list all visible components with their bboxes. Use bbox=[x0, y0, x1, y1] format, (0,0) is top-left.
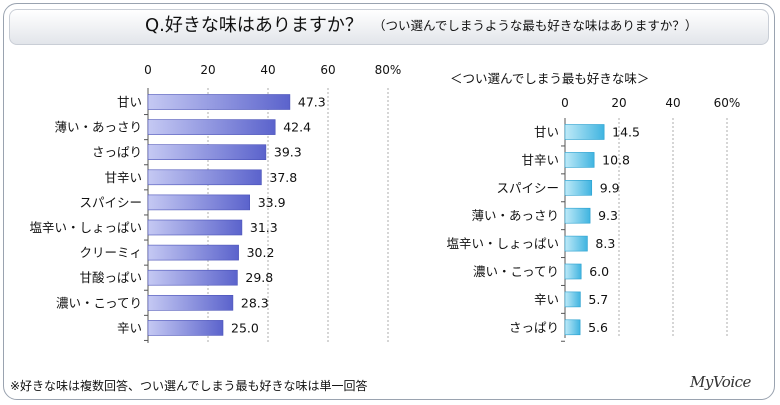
x-tick-label: 0 bbox=[561, 96, 569, 110]
data-label: 28.3 bbox=[241, 295, 269, 310]
question-title: Q.好きな味はありますか？ bbox=[145, 15, 363, 36]
bar bbox=[147, 194, 250, 211]
category-label: 甘い bbox=[534, 125, 559, 140]
bar bbox=[564, 263, 582, 280]
bar bbox=[147, 144, 267, 160]
category-label: 甘辛い bbox=[521, 152, 559, 167]
category-label: 辛い bbox=[534, 292, 559, 307]
bar bbox=[564, 291, 581, 308]
data-label: 37.8 bbox=[269, 170, 297, 185]
data-label: 30.2 bbox=[247, 245, 275, 260]
data-label: 6.0 bbox=[589, 264, 609, 279]
category-label: スパイシー bbox=[496, 180, 559, 195]
data-label: 9.3 bbox=[598, 208, 618, 223]
bar bbox=[147, 269, 238, 286]
data-label: 31.3 bbox=[250, 220, 278, 235]
bar bbox=[147, 94, 291, 110]
brand-logo: MyVoice bbox=[690, 373, 751, 391]
bar bbox=[564, 207, 591, 224]
category-label: 塩辛い・しょっぱい bbox=[446, 236, 559, 251]
x-tick-label: 0 bbox=[144, 63, 152, 77]
footnote: ※好きな味は複数回答、つい選んでしまう最も好きな味は単一回答 bbox=[10, 379, 368, 393]
data-label: 47.3 bbox=[298, 95, 326, 110]
chart-title: ＜つい選んでしまう最も好きな味＞ bbox=[450, 71, 649, 86]
data-label: 14.5 bbox=[612, 125, 640, 140]
category-label: 濃い・こってり bbox=[473, 264, 559, 279]
data-label: 5.7 bbox=[588, 292, 608, 307]
x-tick-label: 40 bbox=[260, 63, 275, 77]
data-label: 9.9 bbox=[600, 180, 620, 195]
data-label: 42.4 bbox=[283, 120, 311, 135]
category-label: 塩辛い・しょっぱい bbox=[29, 220, 142, 235]
category-label: さっぱり bbox=[92, 145, 142, 160]
bar bbox=[147, 169, 262, 186]
data-label: 25.0 bbox=[231, 320, 259, 335]
data-label: 5.6 bbox=[588, 320, 608, 335]
chart-frame bbox=[3, 3, 775, 400]
bar bbox=[564, 180, 593, 196]
category-label: 濃い・こってり bbox=[56, 295, 142, 310]
category-label: クリーミィ bbox=[79, 245, 142, 260]
data-label: 33.9 bbox=[258, 195, 286, 210]
category-label: 辛い bbox=[117, 320, 142, 335]
bar bbox=[564, 319, 581, 336]
data-label: 39.3 bbox=[274, 145, 302, 160]
data-label: 29.8 bbox=[245, 270, 273, 285]
x-tick-label: 20 bbox=[611, 96, 626, 110]
x-tick-label: 40 bbox=[665, 96, 680, 110]
bar bbox=[147, 320, 224, 336]
x-tick-label: 60% bbox=[714, 96, 741, 110]
bar bbox=[564, 124, 605, 140]
x-tick-label: 80% bbox=[375, 63, 402, 77]
category-label: 甘い bbox=[117, 95, 142, 110]
bar bbox=[147, 294, 234, 311]
bar bbox=[147, 219, 243, 236]
bar bbox=[147, 244, 239, 261]
category-label: 薄い・あっさり bbox=[471, 208, 559, 223]
bar bbox=[147, 119, 276, 135]
x-tick-label: 20 bbox=[200, 63, 215, 77]
data-label: 10.8 bbox=[602, 152, 630, 167]
category-label: 甘辛い bbox=[104, 170, 142, 185]
category-label: さっぱり bbox=[509, 320, 559, 335]
title-bar bbox=[9, 9, 769, 45]
category-label: スパイシー bbox=[79, 195, 142, 210]
bar bbox=[564, 152, 595, 168]
category-label: 薄い・あっさり bbox=[54, 120, 142, 135]
data-label: 8.3 bbox=[595, 236, 615, 251]
category-label: 甘酸っぱい bbox=[79, 270, 142, 285]
bar bbox=[564, 235, 588, 252]
question-subtitle: （つい選んでしまうような最も好きな味はありますか？） bbox=[373, 18, 698, 33]
x-tick-label: 60 bbox=[320, 63, 335, 77]
